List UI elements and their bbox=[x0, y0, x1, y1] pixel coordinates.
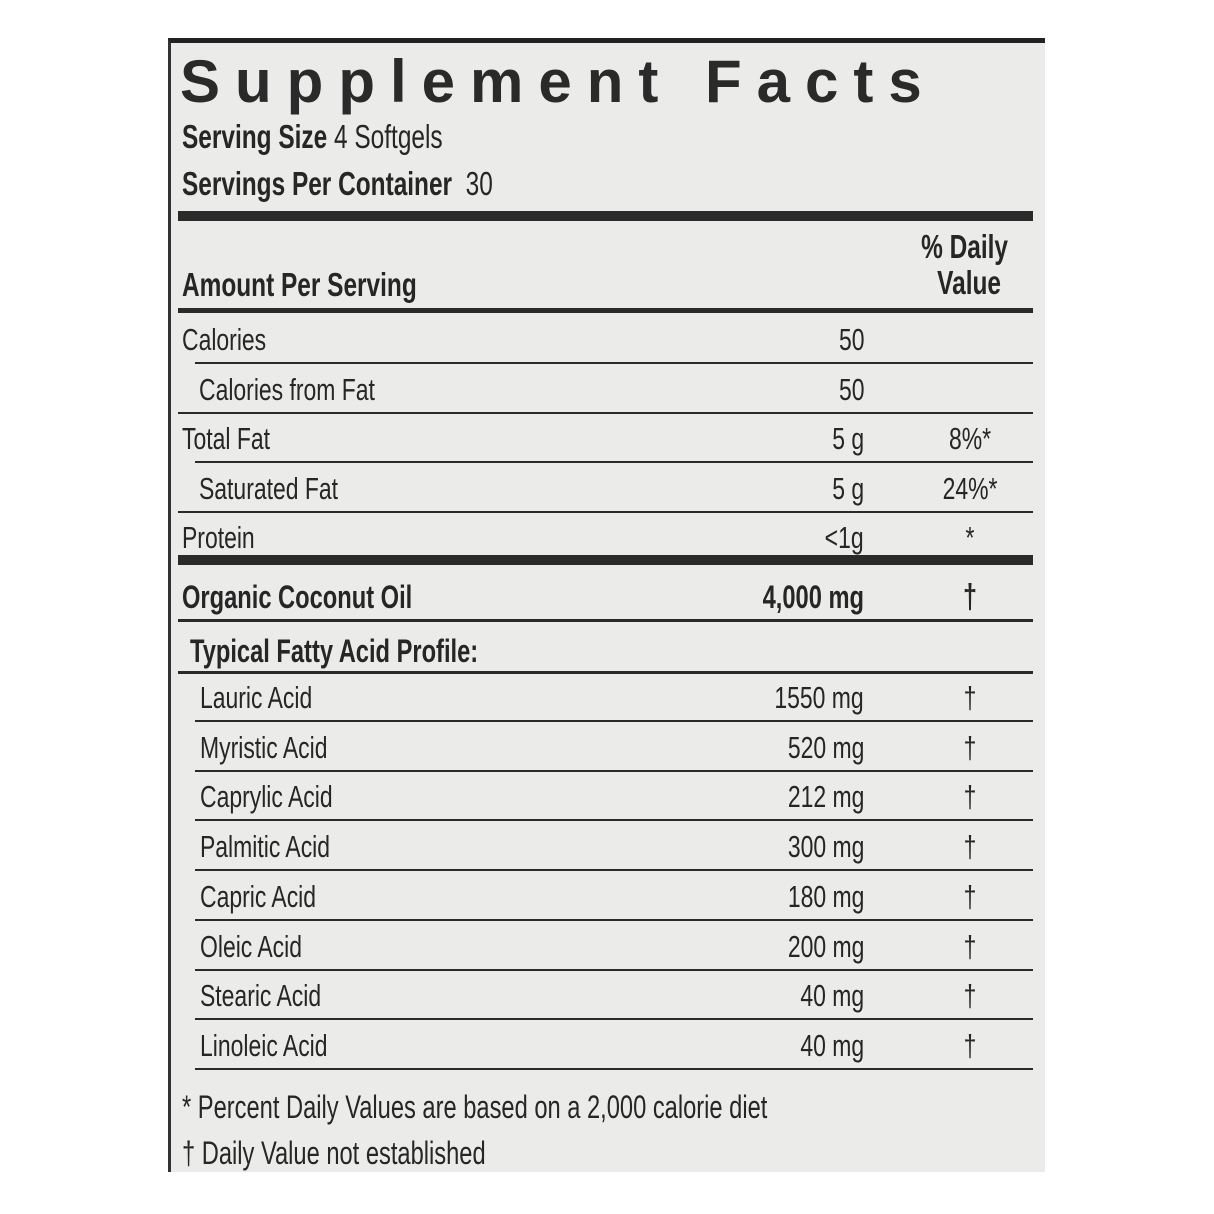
row-name: Oleic Acid bbox=[200, 928, 303, 964]
row-daily-value: † bbox=[963, 779, 977, 815]
row-divider bbox=[195, 461, 1033, 463]
row-amount: 5 g bbox=[832, 421, 864, 456]
row-amount: 50 bbox=[838, 322, 864, 357]
row-divider bbox=[195, 720, 1033, 722]
row-amount: 300 mg bbox=[787, 829, 864, 865]
row-divider bbox=[178, 510, 1033, 513]
row-name: Calories from Fat bbox=[199, 371, 375, 407]
row-amount: <1g bbox=[825, 520, 864, 555]
row-name: Saturated Fat bbox=[199, 470, 339, 506]
main-ingredient-dv: † bbox=[962, 578, 978, 616]
row-name: Lauric Acid bbox=[200, 680, 313, 715]
row-daily-value: † bbox=[963, 680, 977, 715]
row-daily-value: † bbox=[963, 1027, 977, 1063]
row-daily-value: † bbox=[963, 928, 977, 964]
row-amount: 40 mg bbox=[800, 1027, 864, 1063]
row-daily-value: † bbox=[963, 878, 977, 914]
row-name: Calories bbox=[182, 322, 267, 357]
row-divider bbox=[195, 769, 1033, 772]
row-name: Total Fat bbox=[182, 421, 270, 456]
supplement-facts-panel bbox=[168, 38, 1045, 1172]
row-name: Stearic Acid bbox=[200, 978, 322, 1014]
row-name: Protein bbox=[182, 520, 255, 555]
main-ingredient-amount: 4,000 mg bbox=[762, 579, 864, 615]
row-divider bbox=[195, 918, 1033, 921]
title: Supplement Facts bbox=[180, 48, 937, 115]
row-daily-value: * bbox=[965, 520, 975, 555]
row-amount: 5 g bbox=[832, 470, 864, 506]
row-amount: 1550 mg bbox=[774, 680, 864, 715]
row-divider bbox=[195, 819, 1033, 822]
dv-header-1: % Daily bbox=[921, 228, 1008, 265]
row-divider bbox=[195, 869, 1033, 872]
row-amount: 180 mg bbox=[787, 878, 864, 914]
row-divider bbox=[195, 1067, 1033, 1070]
divider bbox=[178, 619, 1033, 622]
row-amount: 40 mg bbox=[800, 978, 864, 1014]
row-name: Capric Acid bbox=[200, 878, 317, 914]
row-amount: 200 mg bbox=[787, 928, 864, 964]
row-divider bbox=[178, 411, 1033, 414]
amount-per-serving: Amount Per Serving bbox=[182, 266, 417, 303]
row-amount: 50 bbox=[838, 371, 864, 407]
row-name: Caprylic Acid bbox=[200, 779, 333, 815]
row-daily-value: † bbox=[963, 978, 977, 1014]
row-daily-value: † bbox=[963, 729, 977, 765]
footnote-dv-not-established: † Daily Value not established bbox=[182, 1135, 486, 1171]
divider bbox=[178, 308, 1033, 313]
row-amount: 520 mg bbox=[787, 729, 864, 765]
row-divider bbox=[195, 362, 1033, 364]
divider bbox=[178, 671, 1033, 674]
row-divider bbox=[195, 968, 1033, 971]
main-ingredient-name: Organic Coconut Oil bbox=[182, 579, 413, 615]
thick-divider bbox=[178, 555, 1033, 565]
footnote-percent-dv: * Percent Daily Values are based on a 2,… bbox=[182, 1089, 768, 1125]
row-daily-value: 8%* bbox=[948, 421, 992, 456]
row-name: Myristic Acid bbox=[200, 729, 328, 765]
row-divider bbox=[195, 1018, 1033, 1021]
profile-heading: Typical Fatty Acid Profile: bbox=[190, 633, 479, 669]
row-daily-value: † bbox=[963, 829, 977, 865]
servings-per-container: Servings Per Container 30 bbox=[182, 165, 493, 202]
row-amount: 212 mg bbox=[787, 779, 864, 815]
serving-size: Serving Size 4 Softgels bbox=[182, 118, 443, 155]
dv-header-2: Value bbox=[937, 264, 1001, 301]
row-daily-value: 24%* bbox=[942, 470, 998, 506]
row-name: Palmitic Acid bbox=[200, 829, 331, 865]
row-name: Linoleic Acid bbox=[200, 1027, 328, 1063]
thick-divider bbox=[178, 211, 1033, 221]
